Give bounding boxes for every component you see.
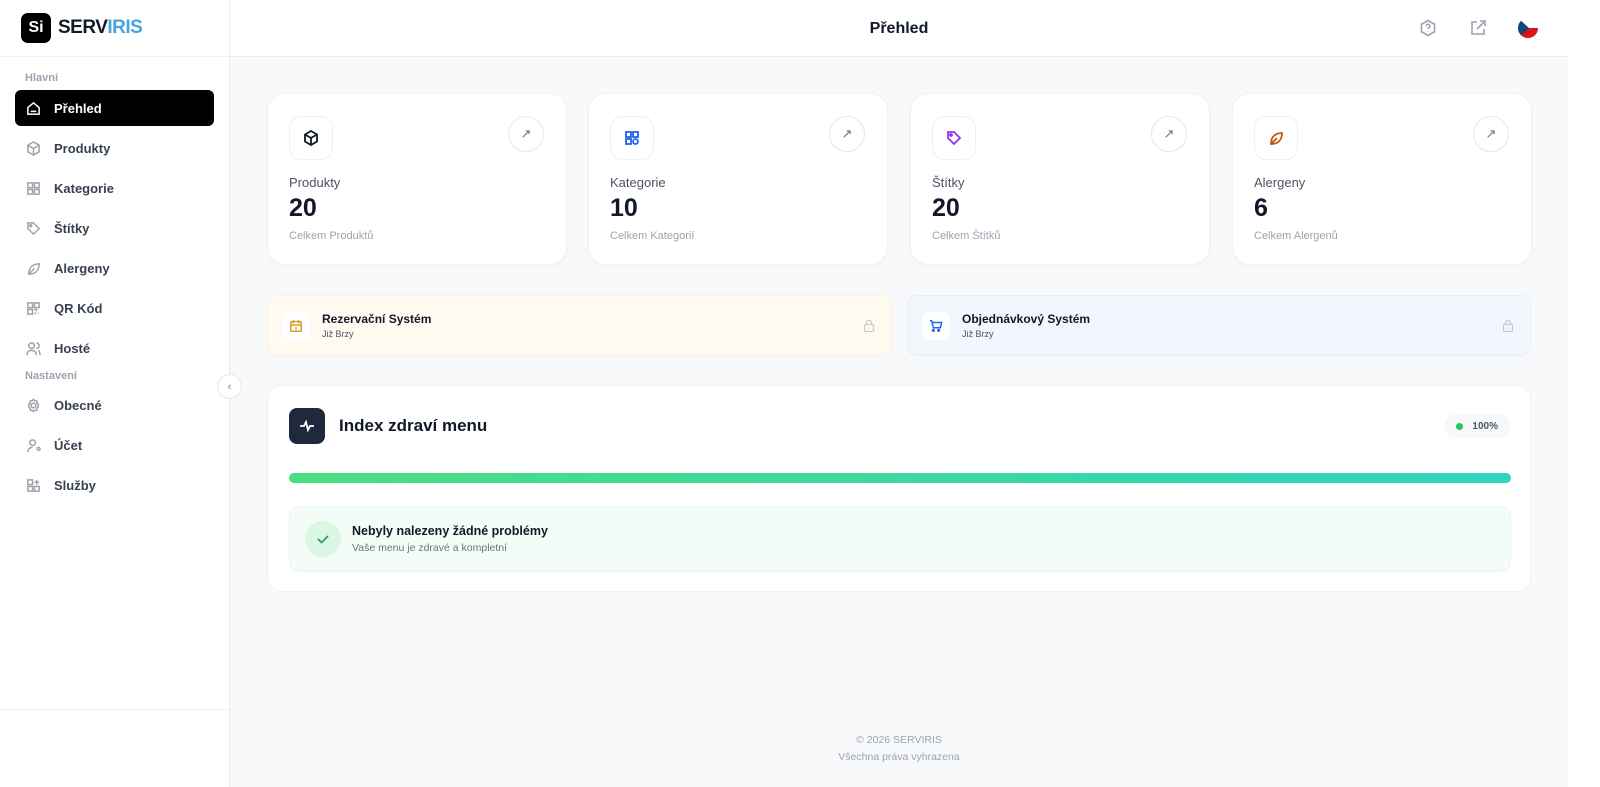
help-button[interactable] [1419, 19, 1437, 37]
section-settings: Nastavení [25, 369, 77, 382]
language-flag-cz-icon[interactable] [1518, 18, 1538, 38]
banner-subtitle: Již Brzy [322, 329, 354, 339]
stat-subtitle: Celkem Kategorií [610, 230, 695, 242]
collapse-sidebar-button[interactable]: ‹ [217, 374, 242, 399]
sidebar-item-obecne[interactable]: Obecné [15, 388, 214, 424]
lock-icon [1502, 319, 1514, 332]
stat-card-stitky[interactable]: ↗ Štítky 20 Celkem Štítků [910, 93, 1210, 265]
box-icon [27, 140, 40, 156]
logo[interactable]: Si SERVIRIS [0, 0, 229, 57]
health-index-card: Index zdraví menu 100% Nebyly nalezeny ž… [267, 385, 1531, 592]
stat-subtitle: Celkem Štítků [932, 230, 1001, 242]
arrow-up-right-icon: ↗ [841, 126, 853, 141]
gear-icon [28, 398, 39, 413]
banner-title: Rezervační Systém [322, 312, 432, 326]
no-issues-panel: Nebyly nalezeny žádné problémy Vaše menu… [289, 506, 1511, 572]
tag-icon [27, 221, 41, 235]
page-title: Přehled [869, 20, 929, 37]
banner-order-system[interactable]: Objednávkový Systém Již Brzy [907, 295, 1531, 356]
sidebar-item-qr-kod[interactable]: QR Kód [15, 290, 214, 326]
help-hexagon-icon [1420, 19, 1436, 37]
stat-value: 6 [1254, 194, 1268, 222]
tag-icon [932, 116, 976, 160]
open-alergeny-button[interactable]: ↗ [1473, 116, 1509, 152]
leaf-icon [1254, 116, 1298, 160]
stat-value: 20 [932, 194, 960, 222]
sidebar-item-kategorie[interactable]: Kategorie [15, 170, 214, 206]
activity-icon [289, 408, 325, 444]
stat-subtitle: Celkem Alergenů [1254, 230, 1338, 242]
grid-plus-icon [27, 479, 40, 492]
open-produkty-button[interactable]: ↗ [508, 116, 544, 152]
health-progress-fill [289, 473, 1511, 483]
header: Přehled [230, 0, 1568, 57]
scrollbar[interactable] [1568, 0, 1600, 787]
sidebar-item-prehled[interactable]: Přehled [15, 90, 214, 126]
stat-subtitle: Celkem Produktů [289, 230, 374, 242]
banner-reservation-system[interactable]: Rezervační Systém Již Brzy [267, 295, 892, 356]
leaf-icon [28, 262, 40, 275]
banner-title: Objednávkový Systém [962, 312, 1091, 326]
arrow-up-right-icon: ↗ [520, 126, 532, 141]
cart-icon [922, 311, 950, 340]
health-progress-bar [289, 473, 1511, 483]
health-percent-badge: 100% [1444, 414, 1510, 438]
chevron-left-icon: ‹ [227, 380, 232, 393]
grid-icon [610, 116, 654, 160]
footer-copyright: © 2026 SERVIRIS [856, 734, 942, 746]
stat-label: Produkty [289, 175, 341, 190]
stat-card-produkty[interactable]: ↗ Produkty 20 Celkem Produktů [267, 93, 567, 265]
open-kategorie-button[interactable]: ↗ [829, 116, 865, 152]
stat-card-kategorie[interactable]: ↗ Kategorie 10 Celkem Kategorií [588, 93, 888, 265]
sidebar-item-produkty[interactable]: Produkty [15, 130, 214, 166]
stat-label: Alergeny [1254, 175, 1306, 190]
users-icon [26, 341, 41, 355]
sidebar-divider [0, 709, 229, 710]
status-dot [1456, 422, 1464, 430]
box-icon [289, 116, 333, 160]
banner-subtitle: Již Brzy [962, 329, 994, 339]
sidebar-item-hoste[interactable]: Hosté [15, 330, 214, 366]
stat-value: 10 [610, 194, 638, 222]
grid-icon [27, 181, 40, 195]
health-title: Index zdraví menu [339, 416, 488, 435]
user-gear-icon [27, 439, 41, 453]
stat-label: Kategorie [610, 175, 666, 190]
footer-rights: Všechna práva vyhrazena [838, 751, 960, 763]
sidebar-item-ucet[interactable]: Účet [15, 428, 214, 464]
check-icon [305, 521, 341, 557]
arrow-up-right-icon: ↗ [1485, 126, 1497, 141]
home-icon [27, 101, 40, 115]
open-external-button[interactable] [1469, 19, 1487, 37]
sidebar-item-alergeny[interactable]: Alergeny [15, 250, 214, 286]
sidebar: Si SERVIRIS Hlavní Přehled Produkty Kate… [0, 0, 230, 787]
arrow-up-right-icon: ↗ [1163, 126, 1175, 141]
no-issues-title: Nebyly nalezeny žádné problémy [352, 524, 548, 538]
section-main: Hlavní [25, 72, 59, 84]
open-stitky-button[interactable]: ↗ [1151, 116, 1187, 152]
qr-icon [27, 301, 40, 315]
logo-text: SERVIRIS [58, 17, 143, 38]
logo-mark: Si [21, 13, 51, 43]
stat-value: 20 [289, 194, 317, 222]
calendar-icon [282, 311, 310, 340]
stat-label: Štítky [932, 175, 965, 190]
stat-card-alergeny[interactable]: ↗ Alergeny 6 Celkem Alergenů [1232, 93, 1532, 265]
external-link-icon [1471, 20, 1486, 35]
sidebar-item-sluzby[interactable]: Služby [15, 468, 214, 504]
sidebar-item-stitky[interactable]: Štítky [15, 210, 214, 246]
no-issues-subtitle: Vaše menu je zdravé a kompletní [352, 542, 508, 554]
lock-icon [863, 319, 875, 332]
